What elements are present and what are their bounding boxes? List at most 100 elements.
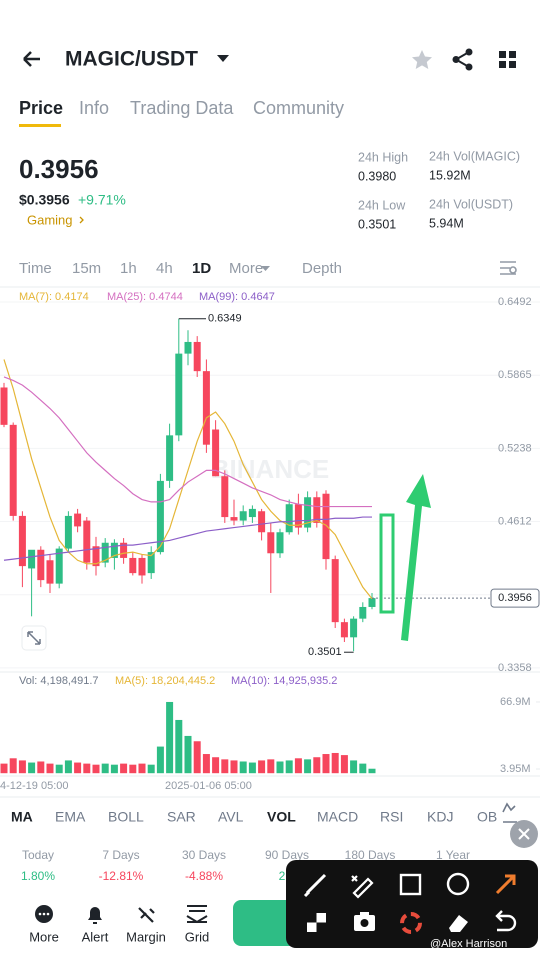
color-tool[interactable] bbox=[400, 912, 422, 934]
x-label: 2025-01-06 05:00 bbox=[165, 780, 252, 792]
vol-bar bbox=[193, 741, 201, 774]
tab[interactable]: Community bbox=[253, 98, 344, 118]
indicator[interactable]: MA bbox=[11, 809, 33, 825]
candle-body bbox=[267, 532, 275, 554]
star-icon[interactable] bbox=[412, 50, 432, 69]
vol-bar bbox=[83, 763, 91, 774]
vol-bar bbox=[166, 701, 174, 774]
y-tick-label: 0.5238 bbox=[498, 442, 532, 454]
tab[interactable]: Info bbox=[79, 98, 109, 118]
candle-body bbox=[92, 546, 100, 567]
expand-icon[interactable] bbox=[21, 625, 47, 651]
candle-body bbox=[74, 513, 82, 527]
pair-title[interactable]: MAGIC/USDT bbox=[65, 48, 198, 71]
current-price-label: 0.3956 bbox=[498, 592, 532, 604]
vol-bar bbox=[304, 759, 312, 774]
vol-bar bbox=[0, 763, 8, 774]
candle-body bbox=[202, 371, 210, 445]
nav-label[interactable]: Alert bbox=[82, 929, 109, 944]
candle-body bbox=[120, 542, 128, 558]
candle-body bbox=[101, 542, 109, 563]
interval[interactable]: Time bbox=[19, 260, 52, 277]
nav-label[interactable]: Margin bbox=[126, 929, 166, 944]
tag-arrow bbox=[79, 216, 84, 224]
ma-line bbox=[3, 516, 372, 561]
candle-body bbox=[248, 508, 256, 518]
undo-tool[interactable] bbox=[495, 910, 517, 932]
mosaic-tool[interactable] bbox=[307, 913, 326, 932]
candle-body bbox=[285, 504, 293, 533]
indicator[interactable]: SAR bbox=[167, 809, 196, 825]
candle-body bbox=[276, 532, 284, 554]
last-price: 0.3956 bbox=[19, 154, 99, 184]
more-caret bbox=[261, 266, 270, 271]
candle-body bbox=[230, 517, 238, 521]
x-label: 4-12-19 05:00 bbox=[0, 780, 69, 792]
tab[interactable]: Trading Data bbox=[130, 98, 234, 118]
brush-tool[interactable] bbox=[303, 873, 327, 898]
stat-value: 15.92M bbox=[429, 168, 471, 182]
camera-tool[interactable] bbox=[354, 912, 375, 931]
candle-body bbox=[221, 476, 229, 518]
stat-value: 0.3501 bbox=[358, 217, 396, 231]
candle-body bbox=[313, 497, 321, 523]
indicator[interactable]: AVL bbox=[218, 809, 244, 825]
interval[interactable]: 15m bbox=[72, 260, 101, 277]
annotation-arrow bbox=[401, 474, 431, 641]
share-icon[interactable] bbox=[452, 48, 473, 71]
candle-body bbox=[110, 542, 118, 558]
indicator[interactable]: OB bbox=[477, 809, 497, 825]
vol-bar bbox=[368, 768, 376, 774]
interval[interactable]: More bbox=[229, 260, 263, 277]
vol-bar bbox=[18, 760, 26, 774]
vol-bar bbox=[138, 763, 146, 774]
interval[interactable]: 4h bbox=[156, 260, 173, 277]
indicator[interactable]: VOL bbox=[267, 809, 296, 825]
markup-toolbar: @Alex Harrison bbox=[286, 860, 538, 950]
vol-bar bbox=[294, 758, 302, 774]
rect-tool[interactable] bbox=[399, 873, 422, 896]
nav-icons bbox=[35, 905, 208, 924]
tag[interactable]: Gaming bbox=[27, 212, 73, 227]
candle-body bbox=[64, 515, 72, 549]
candle-body bbox=[258, 511, 266, 533]
arrow-tool[interactable] bbox=[495, 874, 516, 895]
perf-value: -12.81% bbox=[99, 869, 144, 883]
vol-bar bbox=[340, 755, 348, 774]
candle-body bbox=[331, 559, 339, 623]
grid-icon[interactable] bbox=[499, 51, 516, 68]
indicator[interactable]: KDJ bbox=[427, 809, 453, 825]
candle-body bbox=[304, 497, 312, 528]
nav-label[interactable]: More bbox=[29, 929, 59, 944]
candle-body bbox=[147, 552, 155, 574]
indicator[interactable]: MACD bbox=[317, 809, 358, 825]
candle-body bbox=[166, 435, 174, 481]
indicator[interactable]: EMA bbox=[55, 809, 86, 825]
candle-body bbox=[55, 548, 63, 584]
indicator[interactable]: RSI bbox=[380, 809, 403, 825]
ma-legend: MA(99): 0.4647 bbox=[199, 291, 275, 303]
vol-bar bbox=[313, 757, 321, 774]
indicator[interactable]: BOLL bbox=[108, 809, 144, 825]
vol-bar bbox=[350, 760, 358, 774]
settings-icon[interactable] bbox=[500, 261, 517, 275]
chart-icon[interactable] bbox=[502, 802, 517, 823]
candle-body bbox=[138, 557, 146, 576]
vol-bar bbox=[92, 764, 100, 774]
interval[interactable]: Depth bbox=[302, 260, 342, 277]
vol-bar bbox=[110, 764, 118, 774]
high-label: 0.6349 bbox=[208, 313, 242, 325]
close-x bbox=[518, 828, 530, 840]
eraser-tool[interactable] bbox=[449, 915, 468, 932]
interval[interactable]: 1h bbox=[120, 260, 137, 277]
nav-label[interactable]: Grid bbox=[185, 929, 210, 944]
y-tick-label: 0.3358 bbox=[498, 662, 532, 674]
interval[interactable]: 1D bbox=[192, 260, 211, 277]
tab[interactable]: Price bbox=[19, 98, 63, 118]
caret[interactable] bbox=[217, 55, 229, 62]
pen-tool[interactable] bbox=[351, 875, 374, 899]
vol-bar bbox=[120, 763, 128, 774]
circle-tool[interactable] bbox=[446, 872, 470, 896]
back-icon[interactable] bbox=[23, 51, 40, 67]
